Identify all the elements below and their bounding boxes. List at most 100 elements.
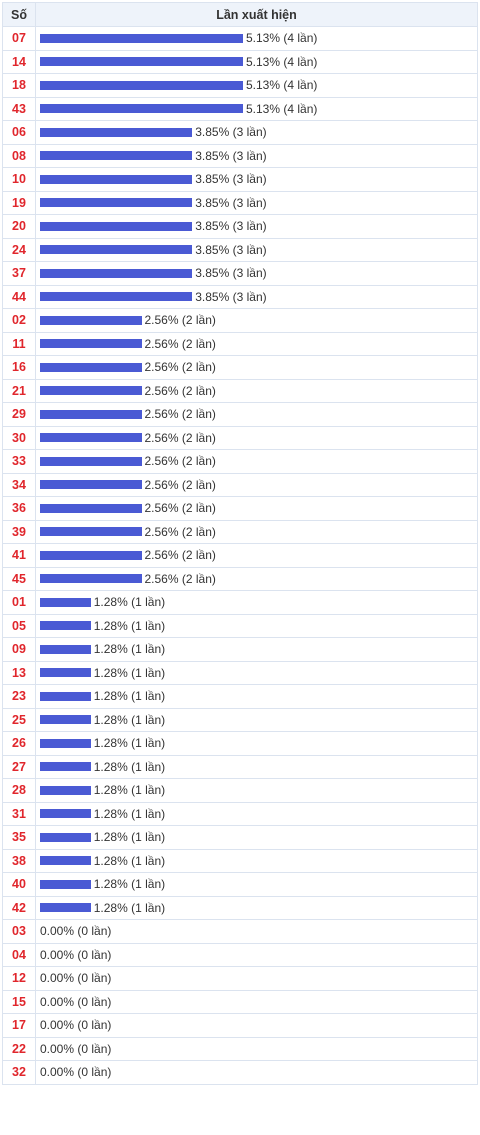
frequency-data-label: 1.28% (1 lần) [93,759,166,774]
table-row: 17 0.00% (0 lần) [2,1013,478,1038]
table-row: 29 2.56% (2 lần) [2,402,478,427]
frequency-data-label: 2.56% (2 lần) [144,407,216,422]
frequency-data-label: 3.85% (3 lần) [195,125,267,140]
frequency-bar [40,33,243,43]
frequency-data-label: 0.00% (0 lần) [40,1065,112,1080]
frequency-bar [40,527,142,537]
frequency-cell: 1.28% (1 lần) [35,731,478,756]
frequency-bar [40,856,91,866]
frequency-bar [40,809,91,819]
table-row: 34 2.56% (2 lần) [2,472,478,497]
table-row: 31 1.28% (1 lần) [2,801,478,826]
frequency-cell: 1.28% (1 lần) [35,707,478,732]
number-label: 18 [2,73,36,98]
frequency-bar [40,644,91,654]
column-header-number: Số [2,2,36,27]
table-row: 36 2.56% (2 lần) [2,496,478,521]
frequency-data-label: 5.13% (4 lần) [246,54,318,69]
table-row: 42 1.28% (1 lần) [2,895,478,920]
number-label: 19 [2,190,36,215]
frequency-cell: 2.56% (2 lần) [35,331,478,356]
table-row: 27 1.28% (1 lần) [2,754,478,779]
table-row: 12 0.00% (0 lần) [2,966,478,991]
number-label: 38 [2,848,36,873]
frequency-bar [40,198,193,208]
frequency-data-label: 5.13% (4 lần) [246,31,318,46]
frequency-cell: 1.28% (1 lần) [35,825,478,850]
table-row: 09 1.28% (1 lần) [2,637,478,662]
frequency-cell: 1.28% (1 lần) [35,801,478,826]
table-row: 44 3.85% (3 lần) [2,284,478,309]
table-row: 14 5.13% (4 lần) [2,49,478,74]
frequency-bar [40,738,91,748]
frequency-bar [40,104,243,114]
frequency-bar [40,621,91,631]
number-label: 41 [2,543,36,568]
number-label: 12 [2,966,36,991]
frequency-data-label: 2.56% (2 lần) [144,501,216,516]
frequency-bar [40,80,243,90]
number-label: 35 [2,825,36,850]
number-label: 10 [2,167,36,192]
frequency-data-label: 2.56% (2 lần) [144,313,216,328]
frequency-data-label: 0.00% (0 lần) [40,994,112,1009]
table-row: 30 2.56% (2 lần) [2,425,478,450]
frequency-data-label: 3.85% (3 lần) [195,266,267,281]
frequency-data-label: 1.28% (1 lần) [93,595,166,610]
frequency-data-label: 2.56% (2 lần) [144,477,216,492]
frequency-bar [40,480,142,490]
frequency-bar [40,127,193,137]
frequency-data-label: 3.85% (3 lần) [195,195,267,210]
frequency-cell: 5.13% (4 lần) [35,73,478,98]
frequency-data-label: 3.85% (3 lần) [195,219,267,234]
frequency-data-label: 1.28% (1 lần) [93,736,166,751]
frequency-data-label: 2.56% (2 lần) [144,336,216,351]
number-label: 15 [2,989,36,1014]
frequency-data-label: 1.28% (1 lần) [93,618,166,633]
frequency-bar [40,550,142,560]
frequency-cell: 5.13% (4 lần) [35,96,478,121]
table-row: 13 1.28% (1 lần) [2,660,478,685]
frequency-data-label: 3.85% (3 lần) [195,172,267,187]
frequency-data-label: 3.85% (3 lần) [195,148,267,163]
frequency-cell: 2.56% (2 lần) [35,449,478,474]
frequency-cell: 3.85% (3 lần) [35,120,478,145]
number-label: 08 [2,143,36,168]
frequency-bar [40,715,91,725]
frequency-bar [40,597,91,607]
frequency-bar [40,762,91,772]
number-label: 05 [2,613,36,638]
frequency-bar [40,879,91,889]
table-row: 03 0.00% (0 lần) [2,919,478,944]
frequency-cell: 3.85% (3 lần) [35,284,478,309]
number-label: 26 [2,731,36,756]
table-header-row: Số Lần xuất hiện [2,2,478,27]
frequency-data-label: 2.56% (2 lần) [144,571,216,586]
number-label: 45 [2,566,36,591]
number-label: 42 [2,895,36,920]
table-row: 11 2.56% (2 lần) [2,331,478,356]
table-row: 45 2.56% (2 lần) [2,566,478,591]
frequency-cell: 0.00% (0 lần) [35,989,478,1014]
table-body: 07 5.13% (4 lần) 14 5.13% (4 lần) 18 5.13% (4… [2,26,478,1085]
frequency-bar [40,151,193,161]
frequency-data-label: 1.28% (1 lần) [93,877,166,892]
frequency-data-label: 1.28% (1 lần) [93,642,166,657]
number-label: 13 [2,660,36,685]
table-row: 37 3.85% (3 lần) [2,261,478,286]
number-label: 30 [2,425,36,450]
number-label: 33 [2,449,36,474]
table-row: 22 0.00% (0 lần) [2,1036,478,1061]
table-row: 41 2.56% (2 lần) [2,543,478,568]
number-label: 02 [2,308,36,333]
frequency-data-label: 1.28% (1 lần) [93,689,166,704]
frequency-data-label: 3.85% (3 lần) [195,289,267,304]
frequency-bar [40,221,193,231]
table-row: 25 1.28% (1 lần) [2,707,478,732]
frequency-cell: 3.85% (3 lần) [35,237,478,262]
table-row: 01 1.28% (1 lần) [2,590,478,615]
table-row: 39 2.56% (2 lần) [2,519,478,544]
table-row: 33 2.56% (2 lần) [2,449,478,474]
frequency-cell: 0.00% (0 lần) [35,1013,478,1038]
table-row: 38 1.28% (1 lần) [2,848,478,873]
